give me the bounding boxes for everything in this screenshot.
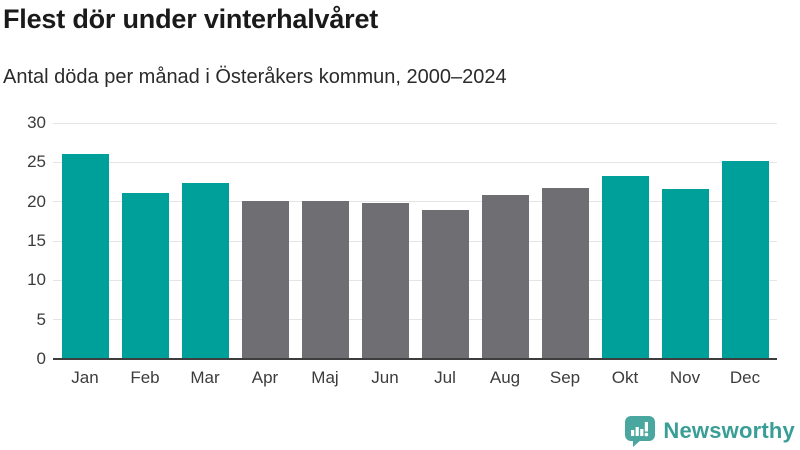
bar-jan xyxy=(61,154,109,359)
bar-apr xyxy=(241,200,289,359)
gridline-10 xyxy=(53,279,777,281)
x-tick-label-feb: Feb xyxy=(130,368,160,387)
x-axis-line xyxy=(53,358,777,360)
bar-slot-dec xyxy=(715,123,775,359)
y-axis: 0 5 10 15 20 25 30 xyxy=(0,114,46,368)
x-tick-label-maj: Maj xyxy=(311,368,339,387)
y-tick-label-20: 20 xyxy=(27,191,46,211)
newsworthy-logo[interactable]: Newsworthy xyxy=(624,414,795,448)
x-tick-label-okt: Okt xyxy=(611,368,639,387)
bar-slot-aug xyxy=(475,123,535,359)
x-tick-label-jul: Jul xyxy=(434,368,456,387)
bar-nov xyxy=(661,189,709,359)
x-tick-label-dec: Dec xyxy=(729,368,761,387)
bar-jul xyxy=(421,210,469,359)
y-tick-label-0: 0 xyxy=(36,349,46,368)
bar-slot-nov xyxy=(655,123,715,359)
y-tick-label-5: 5 xyxy=(36,309,46,329)
bar-mar xyxy=(181,182,229,359)
x-tick-label-aug: Aug xyxy=(489,368,521,387)
bar-aug xyxy=(481,195,529,359)
x-axis: Jan Feb Mar Apr Maj Jun Jul Aug Sep Okt Nov Dec xyxy=(55,368,775,388)
gridline-20 xyxy=(53,201,777,203)
y-tick-label-30: 30 xyxy=(27,113,46,132)
bar-okt xyxy=(601,175,649,359)
newsworthy-bubble-chart-icon xyxy=(625,415,656,447)
bar-slot-jan xyxy=(55,123,115,359)
gridline-25 xyxy=(53,161,777,163)
bar-sep xyxy=(541,187,589,359)
plot-area xyxy=(53,122,777,360)
bar-slot-jun xyxy=(355,123,415,359)
x-tick-label-sep: Sep xyxy=(549,368,581,387)
gridline-30 xyxy=(53,122,777,124)
bar-jun xyxy=(361,203,409,359)
y-tick-label-10: 10 xyxy=(27,270,46,290)
bar-slot-feb xyxy=(115,123,175,359)
chart-title: Flest dör under vinterhalvåret xyxy=(3,4,379,34)
x-tick-label-mar: Mar xyxy=(190,368,220,387)
chart-subtitle: Antal döda per månad i Österåkers kommun… xyxy=(3,66,507,88)
y-tick-label-25: 25 xyxy=(27,152,46,172)
x-tick-label-jan: Jan xyxy=(71,368,99,387)
gridline-5 xyxy=(53,319,777,321)
x-tick-label-nov: Nov xyxy=(669,368,701,387)
bars-row xyxy=(55,123,775,359)
bar-slot-sep xyxy=(535,123,595,359)
bar-slot-jul xyxy=(415,123,475,359)
bar-slot-maj xyxy=(295,123,355,359)
y-tick-label-15: 15 xyxy=(27,231,46,250)
bar-feb xyxy=(121,193,169,359)
x-tick-label-jun: Jun xyxy=(371,368,399,387)
newsworthy-logo-text: Newsworthy xyxy=(663,418,795,443)
bar-slot-mar xyxy=(175,123,235,359)
gridline-15 xyxy=(53,240,777,242)
bar-maj xyxy=(301,200,349,359)
bar-slot-apr xyxy=(235,123,295,359)
bar-slot-okt xyxy=(595,123,655,359)
x-tick-label-apr: Apr xyxy=(251,368,279,387)
bar-dec xyxy=(721,160,769,359)
